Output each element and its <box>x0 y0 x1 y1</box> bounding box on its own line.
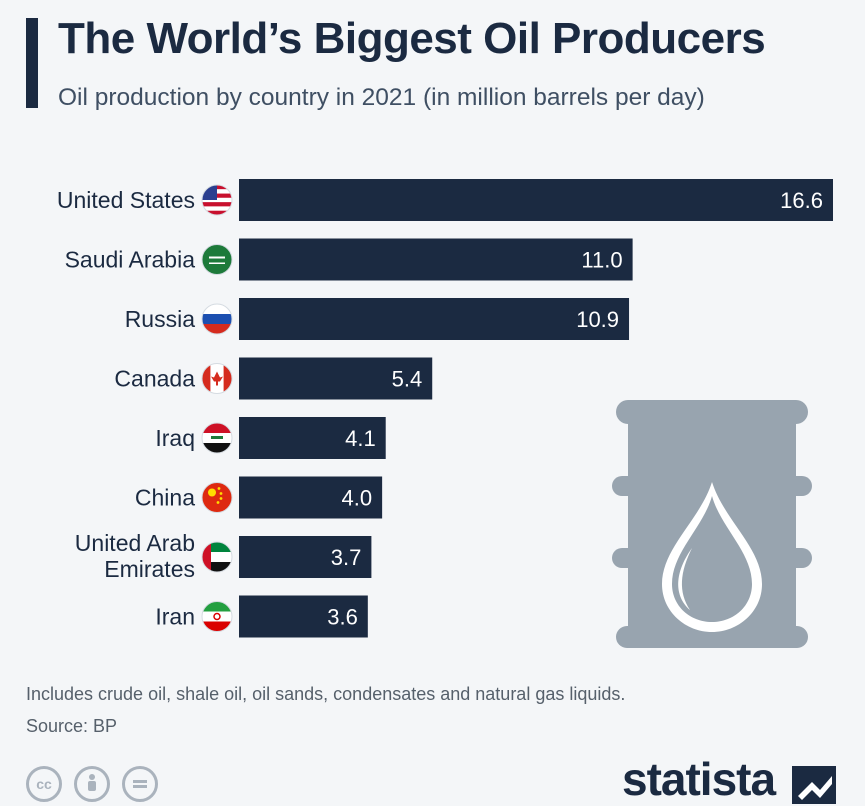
cc-icon[interactable]: cc <box>26 766 62 802</box>
statista-logo-icon <box>792 766 836 804</box>
chart-subtitle: Oil production by country in 2021 (in mi… <box>58 84 705 111</box>
license-icons: cc <box>26 766 158 802</box>
by-icon[interactable] <box>74 766 110 802</box>
chart-title: The World’s Biggest Oil Producers <box>58 14 766 63</box>
iran-flag-icon <box>201 601 233 632</box>
bar-value-label: 4.0 <box>342 486 373 511</box>
title-accent-bar <box>26 18 38 108</box>
bar-4 <box>239 357 433 400</box>
category-label: Iran <box>155 604 195 630</box>
iraq-flag-icon <box>201 422 233 454</box>
bar-value-label: 5.4 <box>392 367 423 392</box>
category-label: United States <box>57 187 195 213</box>
bar-6 <box>239 476 383 519</box>
category-label: Iraq <box>155 425 195 451</box>
nd-icon[interactable] <box>122 766 158 802</box>
category-label: Canada <box>114 366 195 392</box>
uae-flag-icon <box>201 541 233 573</box>
bar-value-label: 16.6 <box>780 188 823 213</box>
category-label: Saudi Arabia <box>65 247 196 273</box>
oil-barrel-icon <box>612 400 812 648</box>
bar-value-label: 10.9 <box>576 307 619 332</box>
bar-1 <box>239 179 833 221</box>
canada-flag-icon <box>201 363 233 394</box>
us-flag-icon <box>201 184 233 216</box>
source-note: Source: BP <box>26 716 118 736</box>
bar-2 <box>239 238 633 281</box>
russia-flag-icon <box>201 303 233 335</box>
china-flag-icon <box>201 482 233 513</box>
bar-7 <box>239 536 372 578</box>
bar-value-label: 3.6 <box>327 605 358 630</box>
bar-chart: 16.6 United States 11.0 Saudi Arabia 10.9 Rus… <box>57 179 833 648</box>
bar-value-label: 4.1 <box>345 426 376 451</box>
bar-value-label: 3.7 <box>331 545 362 570</box>
saudi-arabia-flag-icon <box>201 244 233 275</box>
category-label-line: Emirates <box>104 556 195 582</box>
bar-8 <box>239 595 368 638</box>
category-label: China <box>135 485 195 511</box>
category-label: United Arab Emirates <box>75 530 195 582</box>
category-label-line: United Arab <box>75 530 195 556</box>
footnote: Includes crude oil, shale oil, oil sands… <box>26 684 626 704</box>
statista-logo[interactable]: statista <box>622 753 776 805</box>
bar-value-label: 11.0 <box>581 248 622 273</box>
bar-5 <box>239 417 386 459</box>
bar-3 <box>239 298 630 340</box>
category-label: Russia <box>125 306 196 332</box>
